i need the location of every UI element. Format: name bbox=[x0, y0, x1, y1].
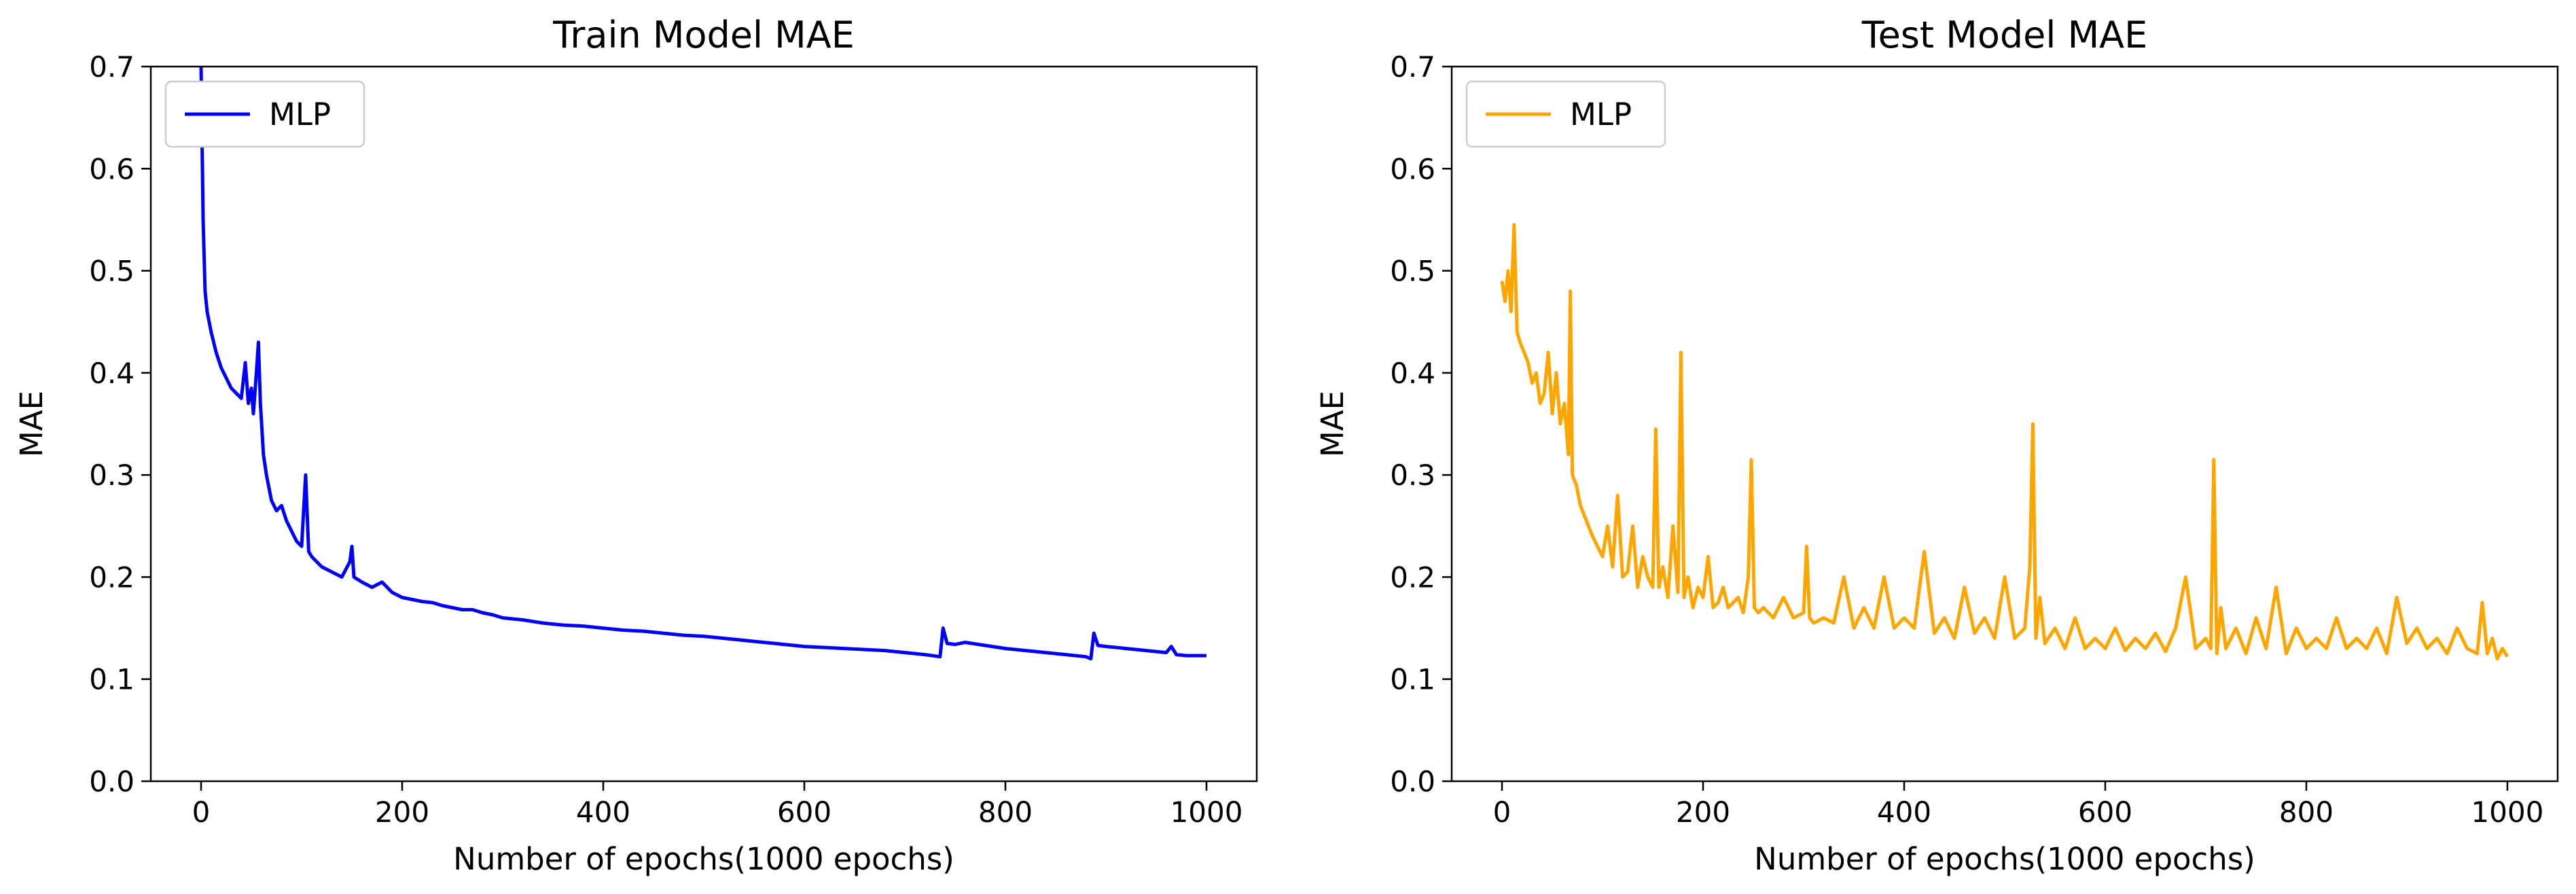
x-tick-label: 400 bbox=[1877, 795, 1931, 829]
x-tick-label: 200 bbox=[375, 795, 429, 829]
y-tick-label: 0.5 bbox=[89, 255, 135, 288]
series-line-mlp bbox=[199, 67, 1206, 661]
y-axis-label: MAE bbox=[1314, 391, 1350, 457]
legend-label: MLP bbox=[269, 96, 331, 132]
chart-title: Train Model MAE bbox=[552, 14, 855, 56]
x-tick-label: 0 bbox=[1493, 795, 1511, 829]
x-tick-label: 600 bbox=[2078, 795, 2132, 829]
y-tick-label: 0.0 bbox=[89, 765, 135, 798]
x-tick-label: 800 bbox=[2279, 795, 2333, 829]
y-tick-label: 0.2 bbox=[1390, 560, 1435, 594]
y-tick-label: 0.0 bbox=[1390, 765, 1435, 798]
x-tick-label: 400 bbox=[576, 795, 630, 829]
x-tick-label: 600 bbox=[777, 795, 831, 829]
y-tick-label: 0.5 bbox=[1390, 255, 1435, 288]
y-tick-label: 0.3 bbox=[89, 459, 135, 492]
y-tick-label: 0.1 bbox=[1390, 663, 1435, 696]
x-tick-label: 200 bbox=[1676, 795, 1730, 829]
y-tick-label: 0.4 bbox=[89, 357, 135, 390]
y-tick-label: 0.6 bbox=[1390, 152, 1435, 185]
axes-frame bbox=[1450, 65, 2559, 783]
legend-box bbox=[164, 80, 365, 148]
axes-frame bbox=[149, 65, 1258, 783]
chart-title: Test Model MAE bbox=[1861, 14, 2147, 56]
x-axis-label: Number of epochs(1000 epochs) bbox=[453, 841, 954, 877]
x-tick-label: 800 bbox=[978, 795, 1033, 829]
x-tick-label: 1000 bbox=[1170, 795, 1243, 829]
legend-label: MLP bbox=[1570, 96, 1632, 132]
y-tick-label: 0.7 bbox=[1390, 50, 1435, 84]
legend: MLP bbox=[1465, 80, 1666, 148]
y-tick-label: 0.2 bbox=[89, 560, 135, 594]
y-tick-label: 0.3 bbox=[1390, 459, 1435, 492]
legend-box bbox=[1465, 80, 1666, 148]
y-tick-label: 0.7 bbox=[89, 50, 135, 84]
y-tick-label: 0.6 bbox=[89, 152, 135, 185]
chart-panel-1: 0 200 400 600 800 1000 0.0 0.1 0.2 0.3 0.4 0.5 0.6 0.… bbox=[14, 14, 1258, 877]
legend: MLP bbox=[164, 80, 365, 148]
x-tick-label: 0 bbox=[192, 795, 211, 829]
y-axis-label: MAE bbox=[14, 391, 50, 457]
x-tick-label: 1000 bbox=[2471, 795, 2544, 829]
chart-panel-2: 0 200 400 600 800 1000 0.0 0.1 0.2 0.3 0.4 0.5 0.6 0.… bbox=[1314, 14, 2559, 877]
y-tick-label: 0.1 bbox=[89, 663, 135, 696]
y-tick-label: 0.4 bbox=[1390, 357, 1435, 390]
series-line-mlp bbox=[1500, 223, 2509, 661]
x-axis-label: Number of epochs(1000 epochs) bbox=[1754, 841, 2255, 877]
